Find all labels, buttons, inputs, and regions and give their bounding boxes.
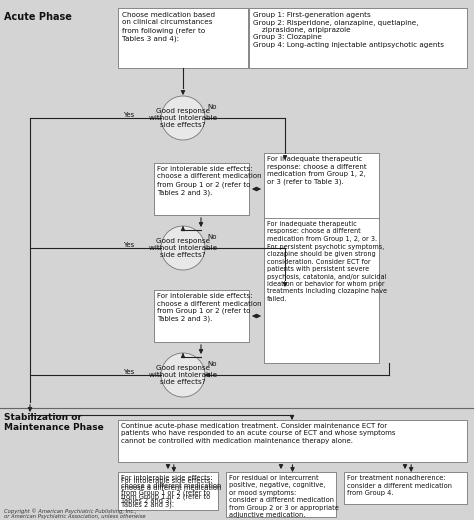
FancyBboxPatch shape xyxy=(118,420,467,462)
FancyBboxPatch shape xyxy=(264,218,379,363)
Text: Acute Phase: Acute Phase xyxy=(4,12,72,22)
Text: For inadequate therapeutic
response: choose a different
medication from Group 1,: For inadequate therapeutic response: cho… xyxy=(267,221,387,302)
Text: Good response
without intolerable
side effects?: Good response without intolerable side e… xyxy=(149,238,217,258)
Text: For intolerable side effects:
choose a different medication
from Group 1 or 2 (r: For intolerable side effects: choose a d… xyxy=(121,475,221,504)
Text: Good response
without intolerable
side effects?: Good response without intolerable side e… xyxy=(149,365,217,385)
Text: No: No xyxy=(207,104,217,110)
Circle shape xyxy=(161,226,205,270)
FancyBboxPatch shape xyxy=(118,475,218,503)
FancyBboxPatch shape xyxy=(118,8,248,68)
Text: Continue acute-phase medication treatment. Consider maintenance ECT for
patients: Continue acute-phase medication treatmen… xyxy=(121,423,395,444)
FancyBboxPatch shape xyxy=(249,8,467,68)
Text: Yes: Yes xyxy=(123,112,134,118)
Text: For intolerable side effects:
choose a different medication
from Group 1 or 2 (r: For intolerable side effects: choose a d… xyxy=(157,293,262,322)
FancyBboxPatch shape xyxy=(226,472,336,517)
FancyBboxPatch shape xyxy=(264,153,379,221)
Text: Choose medication based
on clinical circumstances
from following (refer to
Table: Choose medication based on clinical circ… xyxy=(122,12,215,42)
Text: For intolerable side effects:
choose a different medication
from Group 1 or 2 (r: For intolerable side effects: choose a d… xyxy=(121,478,221,508)
Text: No: No xyxy=(207,234,217,240)
Text: For residual or intercurrent
positive, negative, cognitive,
or mood symptoms:
co: For residual or intercurrent positive, n… xyxy=(229,475,339,518)
Text: Group 1: First-generation agents
Group 2: Risperidone, olanzapine, quetiapine,
 : Group 1: First-generation agents Group 2… xyxy=(253,12,444,48)
FancyBboxPatch shape xyxy=(118,472,218,510)
Text: Good response
without intolerable
side effects?: Good response without intolerable side e… xyxy=(149,108,217,128)
Text: For intolerable side effects:
choose a different medication
from Group 1 or 2 (r: For intolerable side effects: choose a d… xyxy=(157,166,262,196)
Circle shape xyxy=(161,96,205,140)
FancyBboxPatch shape xyxy=(344,472,467,504)
Text: For treatment nonadherence:
consider a different medication
from Group 4.: For treatment nonadherence: consider a d… xyxy=(347,475,452,496)
Text: Yes: Yes xyxy=(123,242,134,248)
Text: Copyright © American Psychiatric Publishing, Inc.,
or American Psychiatric Assoc: Copyright © American Psychiatric Publish… xyxy=(4,508,146,520)
Text: Stabilization or
Maintenance Phase: Stabilization or Maintenance Phase xyxy=(4,413,104,433)
Text: Yes: Yes xyxy=(123,369,134,375)
Text: No: No xyxy=(207,361,217,367)
Text: For inadequate therapeutic
response: choose a different
medication from Group 1,: For inadequate therapeutic response: cho… xyxy=(267,156,366,185)
FancyBboxPatch shape xyxy=(154,163,249,215)
FancyBboxPatch shape xyxy=(154,290,249,342)
Circle shape xyxy=(161,353,205,397)
